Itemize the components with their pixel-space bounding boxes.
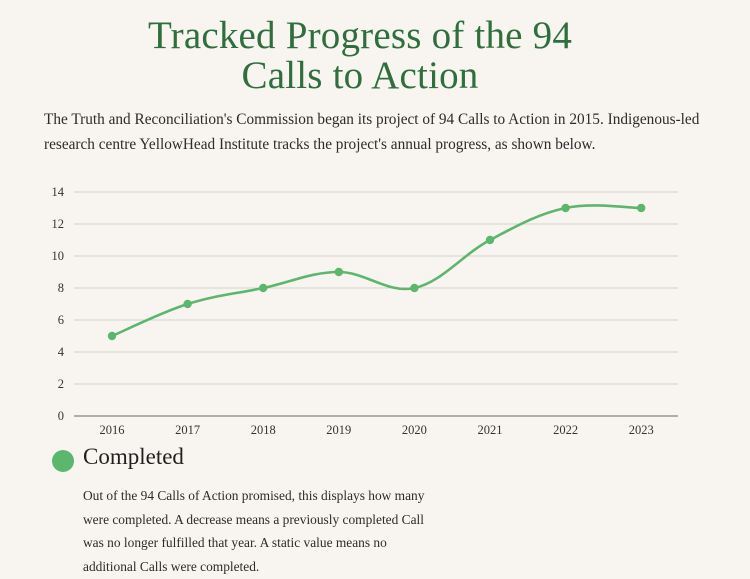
x-tick-label: 2023 (629, 423, 654, 437)
intro-paragraph: The Truth and Reconciliation's Commissio… (44, 111, 700, 153)
y-tick-label: 12 (52, 217, 65, 231)
y-tick-label: 8 (58, 281, 64, 295)
data-point-2022 (561, 203, 570, 213)
legend-description: Out of the 94 Calls of Action promised, … (83, 488, 425, 574)
legend-label: Completed (83, 444, 184, 469)
legend-dot-icon (52, 450, 74, 472)
data-point-2020 (410, 283, 419, 293)
y-tick-label: 2 (58, 377, 64, 391)
data-point-2021 (485, 235, 495, 245)
x-tick-label: 2019 (326, 423, 351, 437)
data-point-2017 (183, 299, 192, 309)
x-tick-label: 2020 (402, 423, 427, 437)
x-tick-label: 2022 (553, 423, 578, 437)
page-title: Tracked Progress of the 94 Calls to Acti… (0, 16, 720, 96)
x-tick-label: 2017 (175, 423, 200, 437)
data-point-2016 (107, 331, 117, 341)
series-completed (107, 203, 646, 341)
y-tick-label: 0 (58, 409, 64, 423)
y-tick-label: 4 (58, 345, 65, 359)
x-tick-label: 2016 (100, 423, 125, 437)
data-point-2018 (259, 283, 268, 293)
data-point-2019 (334, 267, 343, 277)
y-axis-ticks: 0 2 4 6 8 10 12 14 (52, 185, 65, 423)
gridlines (74, 191, 678, 417)
series-line-completed (110, 204, 643, 338)
title-line-2: Calls to Action (241, 54, 479, 97)
x-tick-label: 2021 (478, 423, 503, 437)
y-tick-label: 6 (58, 313, 64, 327)
data-point-2023 (637, 203, 646, 213)
x-tick-label: 2018 (251, 423, 276, 437)
x-axis-ticks: 2016 2017 2018 2019 2020 2021 2022 2023 (100, 423, 654, 437)
y-tick-label: 10 (52, 249, 65, 263)
title-line-1: Tracked Progress of the 94 (147, 14, 573, 57)
y-tick-label: 14 (52, 185, 65, 199)
